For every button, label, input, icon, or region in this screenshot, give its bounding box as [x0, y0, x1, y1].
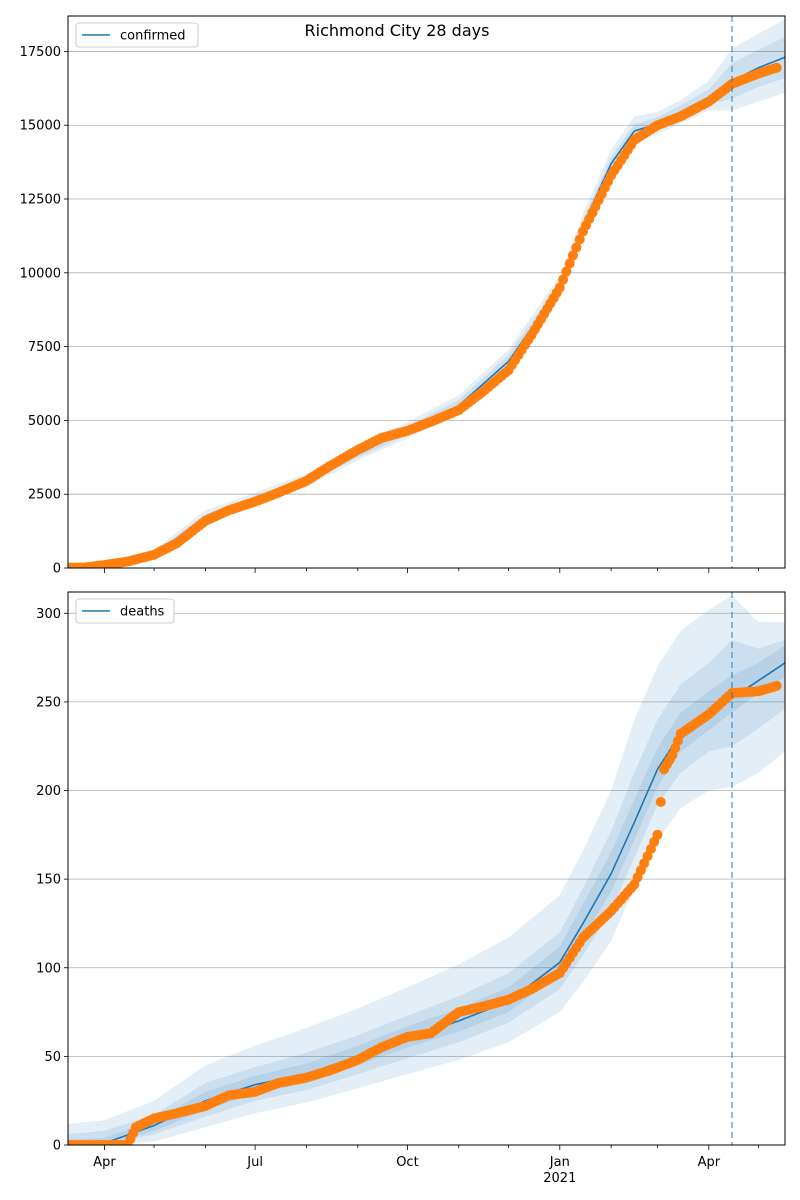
observed-point	[571, 242, 582, 253]
chart-title: Richmond City 28 days	[305, 21, 490, 40]
confirmed-model-line	[68, 56, 785, 568]
confirmed-legend-label: confirmed	[120, 29, 186, 44]
x-tick-label: Jan	[549, 1155, 570, 1170]
axes-frame	[67, 591, 786, 1146]
y-tick-label: 17500	[20, 45, 61, 60]
y-tick-label: 5000	[28, 414, 61, 429]
y-tick-label: 200	[36, 784, 61, 799]
y-tick-label: 50	[44, 1050, 61, 1065]
x-tick-label: Oct	[396, 1155, 418, 1170]
confirmed-legend-box	[75, 22, 199, 48]
uncertainty-band	[68, 639, 785, 1145]
y-tick-label: 150	[36, 873, 61, 888]
y-tick-label: 0	[53, 562, 61, 577]
y-tick-label: 300	[36, 607, 61, 622]
observed-point	[655, 797, 666, 807]
observed-point	[771, 62, 782, 73]
x-tick-label: Apr	[698, 1155, 721, 1170]
deaths-panel: 0 50 100 150 200 250 300 Apr Jul Oct Jan Apr 2021 dea…	[36, 591, 786, 1186]
observed-point	[771, 680, 782, 691]
y-tick-label: 15000	[20, 119, 61, 134]
y-tick-label: 12500	[20, 193, 61, 208]
uncertainty-band	[68, 645, 785, 1145]
observed-point	[561, 266, 572, 277]
observed-point	[568, 250, 578, 261]
observed-point	[558, 274, 569, 285]
uncertainty-band	[68, 595, 785, 1145]
observed-point	[564, 258, 575, 269]
observed-point	[554, 282, 565, 293]
x-year-label: 2021	[543, 1171, 576, 1186]
y-tick-label: 250	[36, 695, 61, 710]
observed-point	[652, 829, 663, 840]
axes-frame	[67, 15, 786, 569]
confirmed-panel: 0 2500 5000 7500 10000 12500 15000 17500 confirm…	[20, 15, 786, 577]
y-tick-label: 100	[36, 961, 61, 976]
uncertainty-band	[68, 36, 785, 568]
y-tick-label: 10000	[20, 266, 61, 281]
deaths-legend-label: deaths	[120, 605, 165, 620]
y-tick-label: 7500	[28, 340, 61, 355]
y-tick-label: 0	[53, 1139, 61, 1154]
uncertainty-band	[68, 19, 785, 568]
deaths-legend-box	[75, 598, 175, 624]
plot-area	[68, 595, 785, 1145]
x-tick-label: Apr	[93, 1155, 116, 1170]
x-tick-label: Jul	[246, 1155, 263, 1170]
observed-point	[574, 234, 585, 245]
plot-area	[68, 19, 785, 568]
y-tick-label: 2500	[28, 488, 61, 503]
